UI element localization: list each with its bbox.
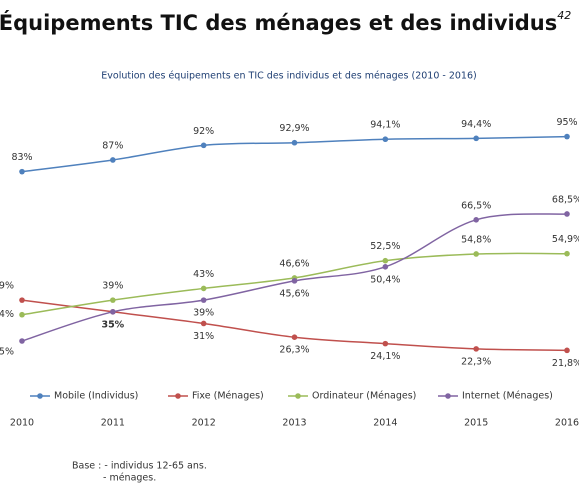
data-label: 92,9% xyxy=(279,123,309,134)
marker xyxy=(564,133,570,140)
marker xyxy=(200,320,207,327)
marker xyxy=(382,340,389,347)
marker xyxy=(382,136,389,143)
data-label: 66,5% xyxy=(461,200,491,211)
marker xyxy=(110,157,116,163)
marker xyxy=(291,278,298,284)
x-tick-label: 2015 xyxy=(464,418,488,429)
data-label: 94,1% xyxy=(370,120,400,131)
marker xyxy=(291,139,298,146)
data-label: 52,5% xyxy=(370,241,400,252)
data-label: 94,4% xyxy=(461,119,491,130)
x-tick-label: 2011 xyxy=(101,418,125,429)
marker xyxy=(382,264,389,270)
marker xyxy=(564,211,570,217)
marker xyxy=(473,135,479,142)
marker xyxy=(382,257,389,264)
legend-marker xyxy=(295,393,301,399)
data-label: 45,6% xyxy=(279,288,309,299)
legend-label: Internet (Ménages) xyxy=(462,391,553,402)
x-tick-label: 2013 xyxy=(282,418,306,429)
data-label: 21,8% xyxy=(552,358,579,369)
marker xyxy=(564,347,570,354)
data-label: 68,5% xyxy=(552,194,579,205)
data-label: 39% xyxy=(193,308,214,319)
marker xyxy=(200,297,207,303)
x-tick-label: 2010 xyxy=(10,418,34,429)
marker xyxy=(19,168,25,175)
marker xyxy=(473,251,479,257)
data-label: 46,6% xyxy=(279,258,309,269)
data-label: 92% xyxy=(193,126,214,137)
legend-label: Fixe (Ménages) xyxy=(192,391,264,402)
data-label: 54,8% xyxy=(461,234,491,245)
data-label: 39% xyxy=(102,281,123,292)
legend-marker xyxy=(37,393,43,399)
data-label: 95% xyxy=(556,117,577,128)
legend-label: Mobile (Individus) xyxy=(54,391,138,402)
marker xyxy=(110,297,116,303)
legend-label: Ordinateur (Ménages) xyxy=(312,391,416,402)
marker xyxy=(473,217,479,223)
marker xyxy=(473,346,479,352)
data-label: 35% xyxy=(101,319,124,330)
x-tick-label: 2016 xyxy=(555,418,579,429)
data-label: 39% xyxy=(0,281,14,292)
data-label: 87% xyxy=(102,140,123,151)
data-label: 34% xyxy=(0,309,14,320)
data-label: 83% xyxy=(11,152,32,163)
x-tick-label: 2014 xyxy=(373,418,397,429)
data-label: 26,3% xyxy=(279,345,309,356)
marker xyxy=(19,338,25,344)
data-label: 24,1% xyxy=(370,351,400,362)
marker xyxy=(564,250,570,257)
chart-title: Équipements TIC des ménages et des indiv… xyxy=(0,10,557,35)
data-label: 22,3% xyxy=(461,356,491,367)
chart-title-group: Équipements TIC des ménages et des indiv… xyxy=(0,9,571,35)
data-label: 43% xyxy=(193,269,214,280)
marker xyxy=(110,309,116,315)
legend-marker xyxy=(445,393,451,399)
marker xyxy=(200,285,207,292)
legend-marker xyxy=(175,393,181,399)
data-label: 31% xyxy=(193,331,214,342)
title-note: 42 xyxy=(557,9,571,22)
data-label: 25% xyxy=(0,347,14,358)
footnote: - ménages. xyxy=(103,473,156,484)
marker xyxy=(291,334,298,341)
x-tick-label: 2012 xyxy=(192,418,216,429)
data-label: 54,9% xyxy=(552,234,579,245)
chart-subtitle: Evolution des équipements en TIC des ind… xyxy=(101,71,476,82)
marker xyxy=(19,311,25,318)
marker xyxy=(19,297,25,303)
footnote: Base : - individus 12-65 ans. xyxy=(72,461,207,472)
marker xyxy=(200,142,207,149)
data-label: 50,4% xyxy=(370,274,400,285)
